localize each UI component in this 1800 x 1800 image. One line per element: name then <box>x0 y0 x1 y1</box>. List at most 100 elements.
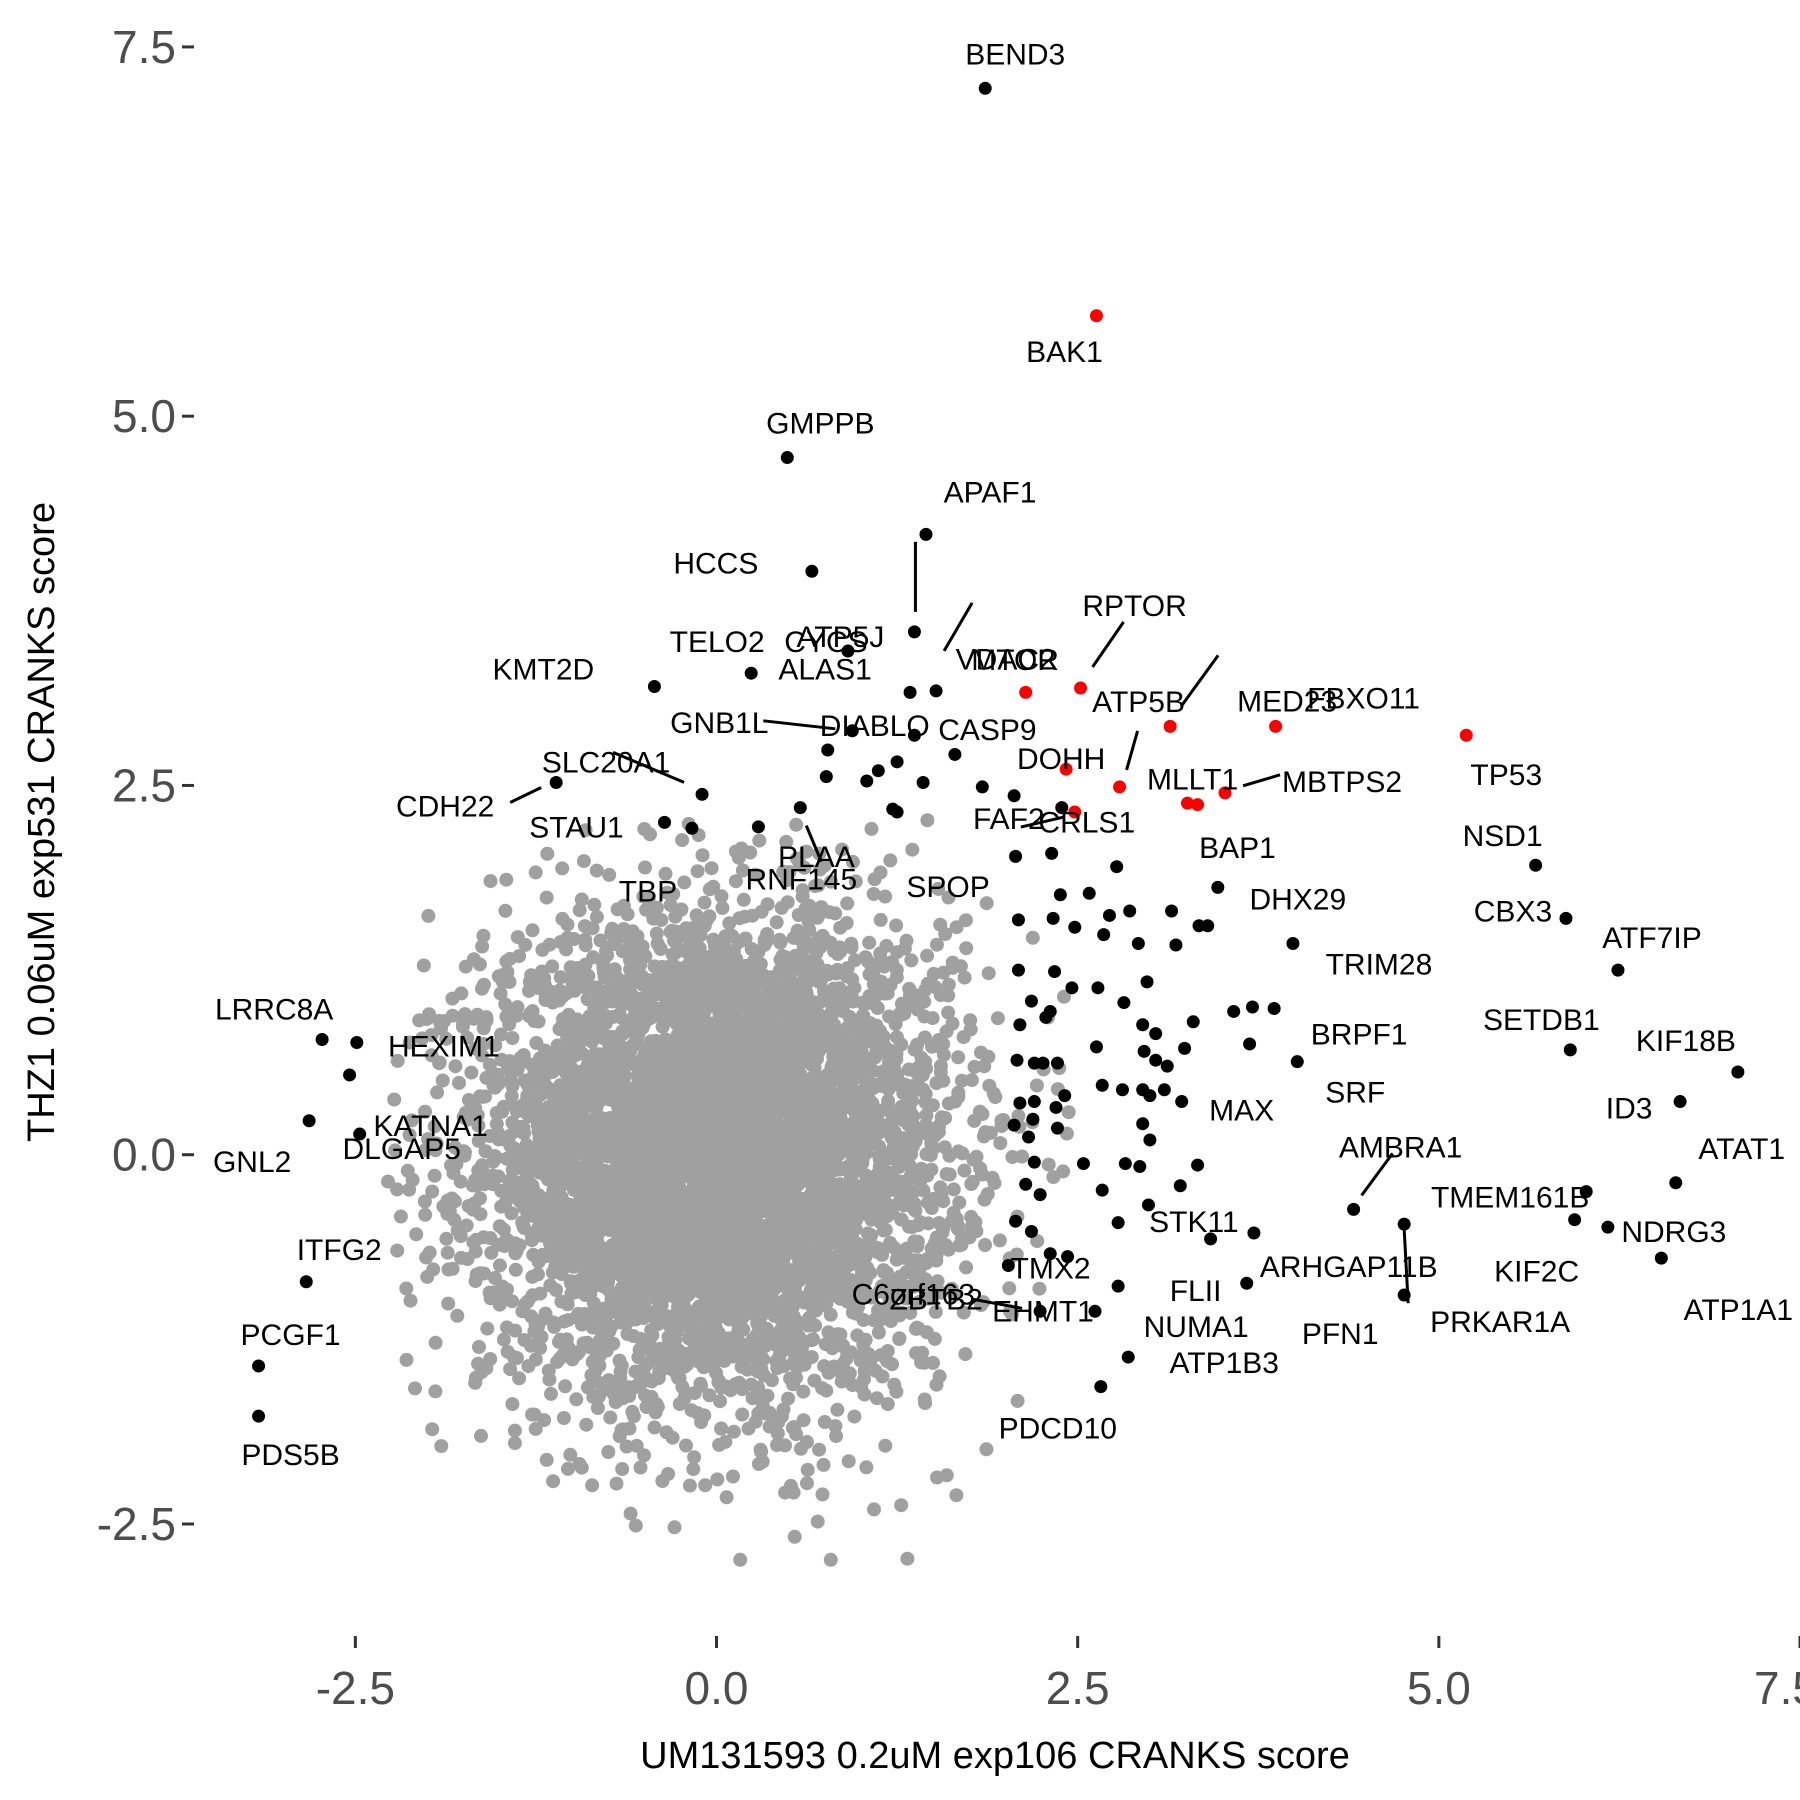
background-point <box>544 1386 558 1401</box>
background-point <box>797 860 812 875</box>
background-point <box>846 1096 861 1111</box>
background-point <box>455 1019 470 1034</box>
background-point <box>427 1168 442 1183</box>
background-point <box>713 1394 727 1409</box>
background-point <box>613 1370 628 1385</box>
background-point <box>781 1391 796 1406</box>
background-point <box>722 916 737 931</box>
background-gene-points <box>381 813 1076 1567</box>
background-point <box>941 977 956 992</box>
background-point <box>726 1424 741 1439</box>
background-point <box>472 1340 486 1354</box>
background-point <box>512 1371 527 1386</box>
background-point <box>654 1363 668 1378</box>
background-point <box>496 1332 511 1347</box>
background-point <box>687 1450 702 1465</box>
background-point <box>894 1037 909 1052</box>
background-point <box>402 1128 417 1142</box>
background-point <box>949 920 964 935</box>
background-point <box>797 1295 812 1310</box>
background-point <box>421 908 436 923</box>
background-point <box>933 1059 948 1073</box>
background-point <box>728 874 743 889</box>
background-point <box>949 1488 964 1503</box>
background-point <box>556 1411 571 1425</box>
background-point <box>835 842 850 857</box>
background-point <box>869 1391 884 1406</box>
background-point <box>815 1381 830 1396</box>
background-point <box>450 1308 465 1323</box>
background-point <box>590 1401 605 1415</box>
background-point <box>693 928 708 943</box>
background-point <box>637 1188 652 1203</box>
background-point <box>531 1065 546 1080</box>
background-point <box>441 1262 456 1277</box>
background-point <box>824 874 838 889</box>
background-point <box>925 1011 940 1026</box>
background-point <box>905 842 920 857</box>
background-point <box>941 988 956 1003</box>
background-point <box>583 1286 598 1301</box>
background-point <box>861 954 876 969</box>
background-point <box>918 1030 932 1045</box>
background-point <box>478 1089 492 1104</box>
background-point <box>390 1182 405 1197</box>
background-point <box>633 1460 648 1475</box>
background-point <box>723 1283 738 1297</box>
background-point <box>530 1118 545 1133</box>
background-point <box>1002 1281 1017 1296</box>
background-point <box>903 1170 917 1185</box>
background-point <box>866 967 881 982</box>
background-point <box>924 1252 939 1267</box>
background-point <box>461 1199 476 1213</box>
background-point <box>543 1278 558 1293</box>
background-point <box>558 1379 573 1394</box>
background-point <box>525 1407 540 1422</box>
background-point <box>929 937 944 952</box>
background-point <box>489 1117 504 1131</box>
background-point <box>625 1404 640 1419</box>
background-point <box>920 813 935 828</box>
background-point <box>1005 1307 1020 1322</box>
background-point <box>978 1238 992 1252</box>
background-point <box>638 860 652 875</box>
background-point <box>939 1468 954 1483</box>
background-point <box>441 1296 456 1311</box>
background-point <box>941 1005 956 1020</box>
background-point <box>692 941 707 956</box>
background-point <box>460 1030 475 1045</box>
background-point <box>647 1420 662 1435</box>
background-point <box>993 1136 1008 1151</box>
background-point <box>972 1104 987 1119</box>
background-point <box>597 970 612 985</box>
background-point <box>390 1053 405 1068</box>
background-point <box>942 1167 957 1182</box>
background-point <box>499 872 514 887</box>
background-point <box>1057 989 1071 1004</box>
background-point <box>483 1352 498 1366</box>
background-point <box>901 1117 916 1132</box>
background-point <box>832 940 847 955</box>
background-point <box>955 1146 970 1161</box>
background-point <box>471 1133 486 1148</box>
background-point <box>697 895 712 910</box>
background-point <box>677 875 692 890</box>
background-point <box>833 920 848 935</box>
background-point <box>643 827 657 842</box>
background-point <box>728 984 743 999</box>
background-point <box>553 1332 568 1347</box>
background-point <box>875 1171 889 1186</box>
background-point <box>569 1392 584 1407</box>
background-point <box>798 901 813 916</box>
background-point <box>719 1490 734 1505</box>
background-point <box>663 925 678 940</box>
background-point <box>427 1119 442 1134</box>
background-point <box>704 861 719 876</box>
background-point <box>533 1341 548 1355</box>
background-point <box>579 1417 594 1432</box>
background-point <box>400 1163 415 1178</box>
background-point <box>587 991 602 1006</box>
background-point <box>897 1006 912 1021</box>
background-point <box>602 867 617 882</box>
background-point <box>845 854 860 869</box>
